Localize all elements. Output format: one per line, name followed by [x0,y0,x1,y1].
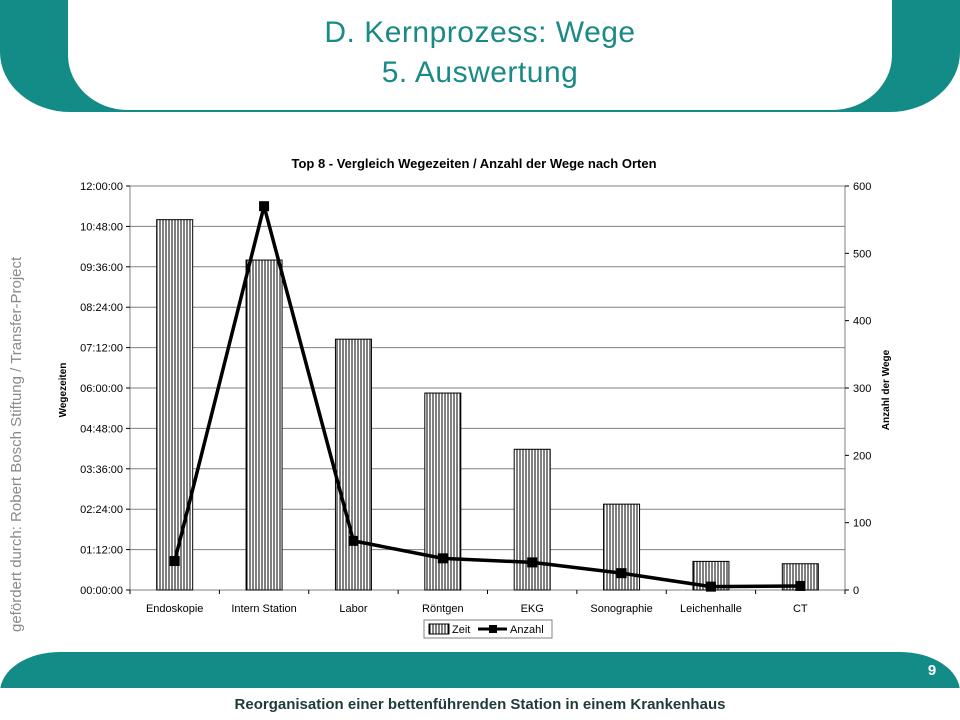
x-tick-label: Röntgen [422,603,464,615]
x-tick-label: Leichenhalle [680,603,742,615]
y2-tick-label: 0 [853,585,859,597]
point-anzahl [437,553,448,564]
y-tick-label: 08:24:00 [80,302,123,314]
header-panel [68,0,892,110]
legend: Zeit Anzahl [423,619,553,639]
slide-footer: 9 Reorganisation einer bettenführenden S… [0,652,960,720]
x-axis-ticks: Endoskopie Intern Station Labor Röntgen EKG S… [129,590,846,615]
slide-title: D. Kernprozess: Wege [324,16,636,49]
x-tick-label: Endoskopie [146,603,204,615]
y-tick-label: 10:48:00 [80,221,123,233]
legend-label-anzahl: Anzahl [510,624,544,636]
y-tick-label: 09:36:00 [80,262,123,274]
x-tick-label: Intern Station [231,603,296,615]
slide-header: D. Kernprozess: Wege 5. Auswertung [0,0,960,112]
legend-marker-anzahl [489,625,497,633]
chart-title: Top 8 - Vergleich Wegezeiten / Anzahl de… [291,156,656,171]
y-axis-ticks: 00:00:00 01:12:00 02:24:00 03:36:00 04:48:00… [80,181,130,597]
line-anzahl [172,204,801,589]
point-anzahl [705,581,716,592]
footer-panel [0,688,960,720]
x-tick-label: Labor [339,603,367,615]
y2-tick-label: 200 [853,450,871,462]
y-tick-label: 12:00:00 [80,181,123,193]
footer-text: Reorganisation einer bettenführenden Sta… [234,696,726,713]
legend-label-zeit: Zeit [452,624,470,636]
y2-tick-label: 100 [853,518,871,530]
line-series [169,201,806,592]
y2-tick-label: 600 [853,181,871,193]
point-anzahl [795,580,806,591]
y-tick-label: 03:36:00 [80,464,123,476]
y-tick-label: 00:00:00 [80,585,123,597]
x-tick-label: EKG [521,603,544,615]
legend-swatch-zeit [428,623,450,635]
y2-axis-label: Anzahl der Wege [881,349,892,430]
bar-zeit [156,219,194,591]
x-tick-label: CT [793,603,808,615]
y-tick-label: 06:00:00 [80,383,123,395]
x-tick-label: Sonographie [590,603,652,615]
y-tick-label: 07:12:00 [80,343,123,355]
point-anzahl [169,556,180,567]
y2-tick-label: 400 [853,316,871,328]
y2-tick-label: 300 [853,383,871,395]
slide-subtitle: 5. Auswertung [381,56,579,89]
point-anzahl [527,557,538,568]
point-anzahl [348,535,359,546]
bar-zeit [334,338,372,591]
y-tick-label: 04:48:00 [80,423,123,435]
y2-axis-ticks: 0 100 200 300 400 500 600 [845,181,871,597]
y-axis-label: Wegezeiten [58,363,69,418]
y-tick-label: 01:12:00 [80,545,123,557]
bar-zeit [245,259,283,591]
y-tick-label: 02:24:00 [80,504,123,516]
y2-tick-label: 500 [853,248,871,260]
page-number: 9 [927,662,937,679]
bar-zeit [513,448,551,591]
point-anzahl [616,568,627,579]
point-anzahl [259,201,270,212]
